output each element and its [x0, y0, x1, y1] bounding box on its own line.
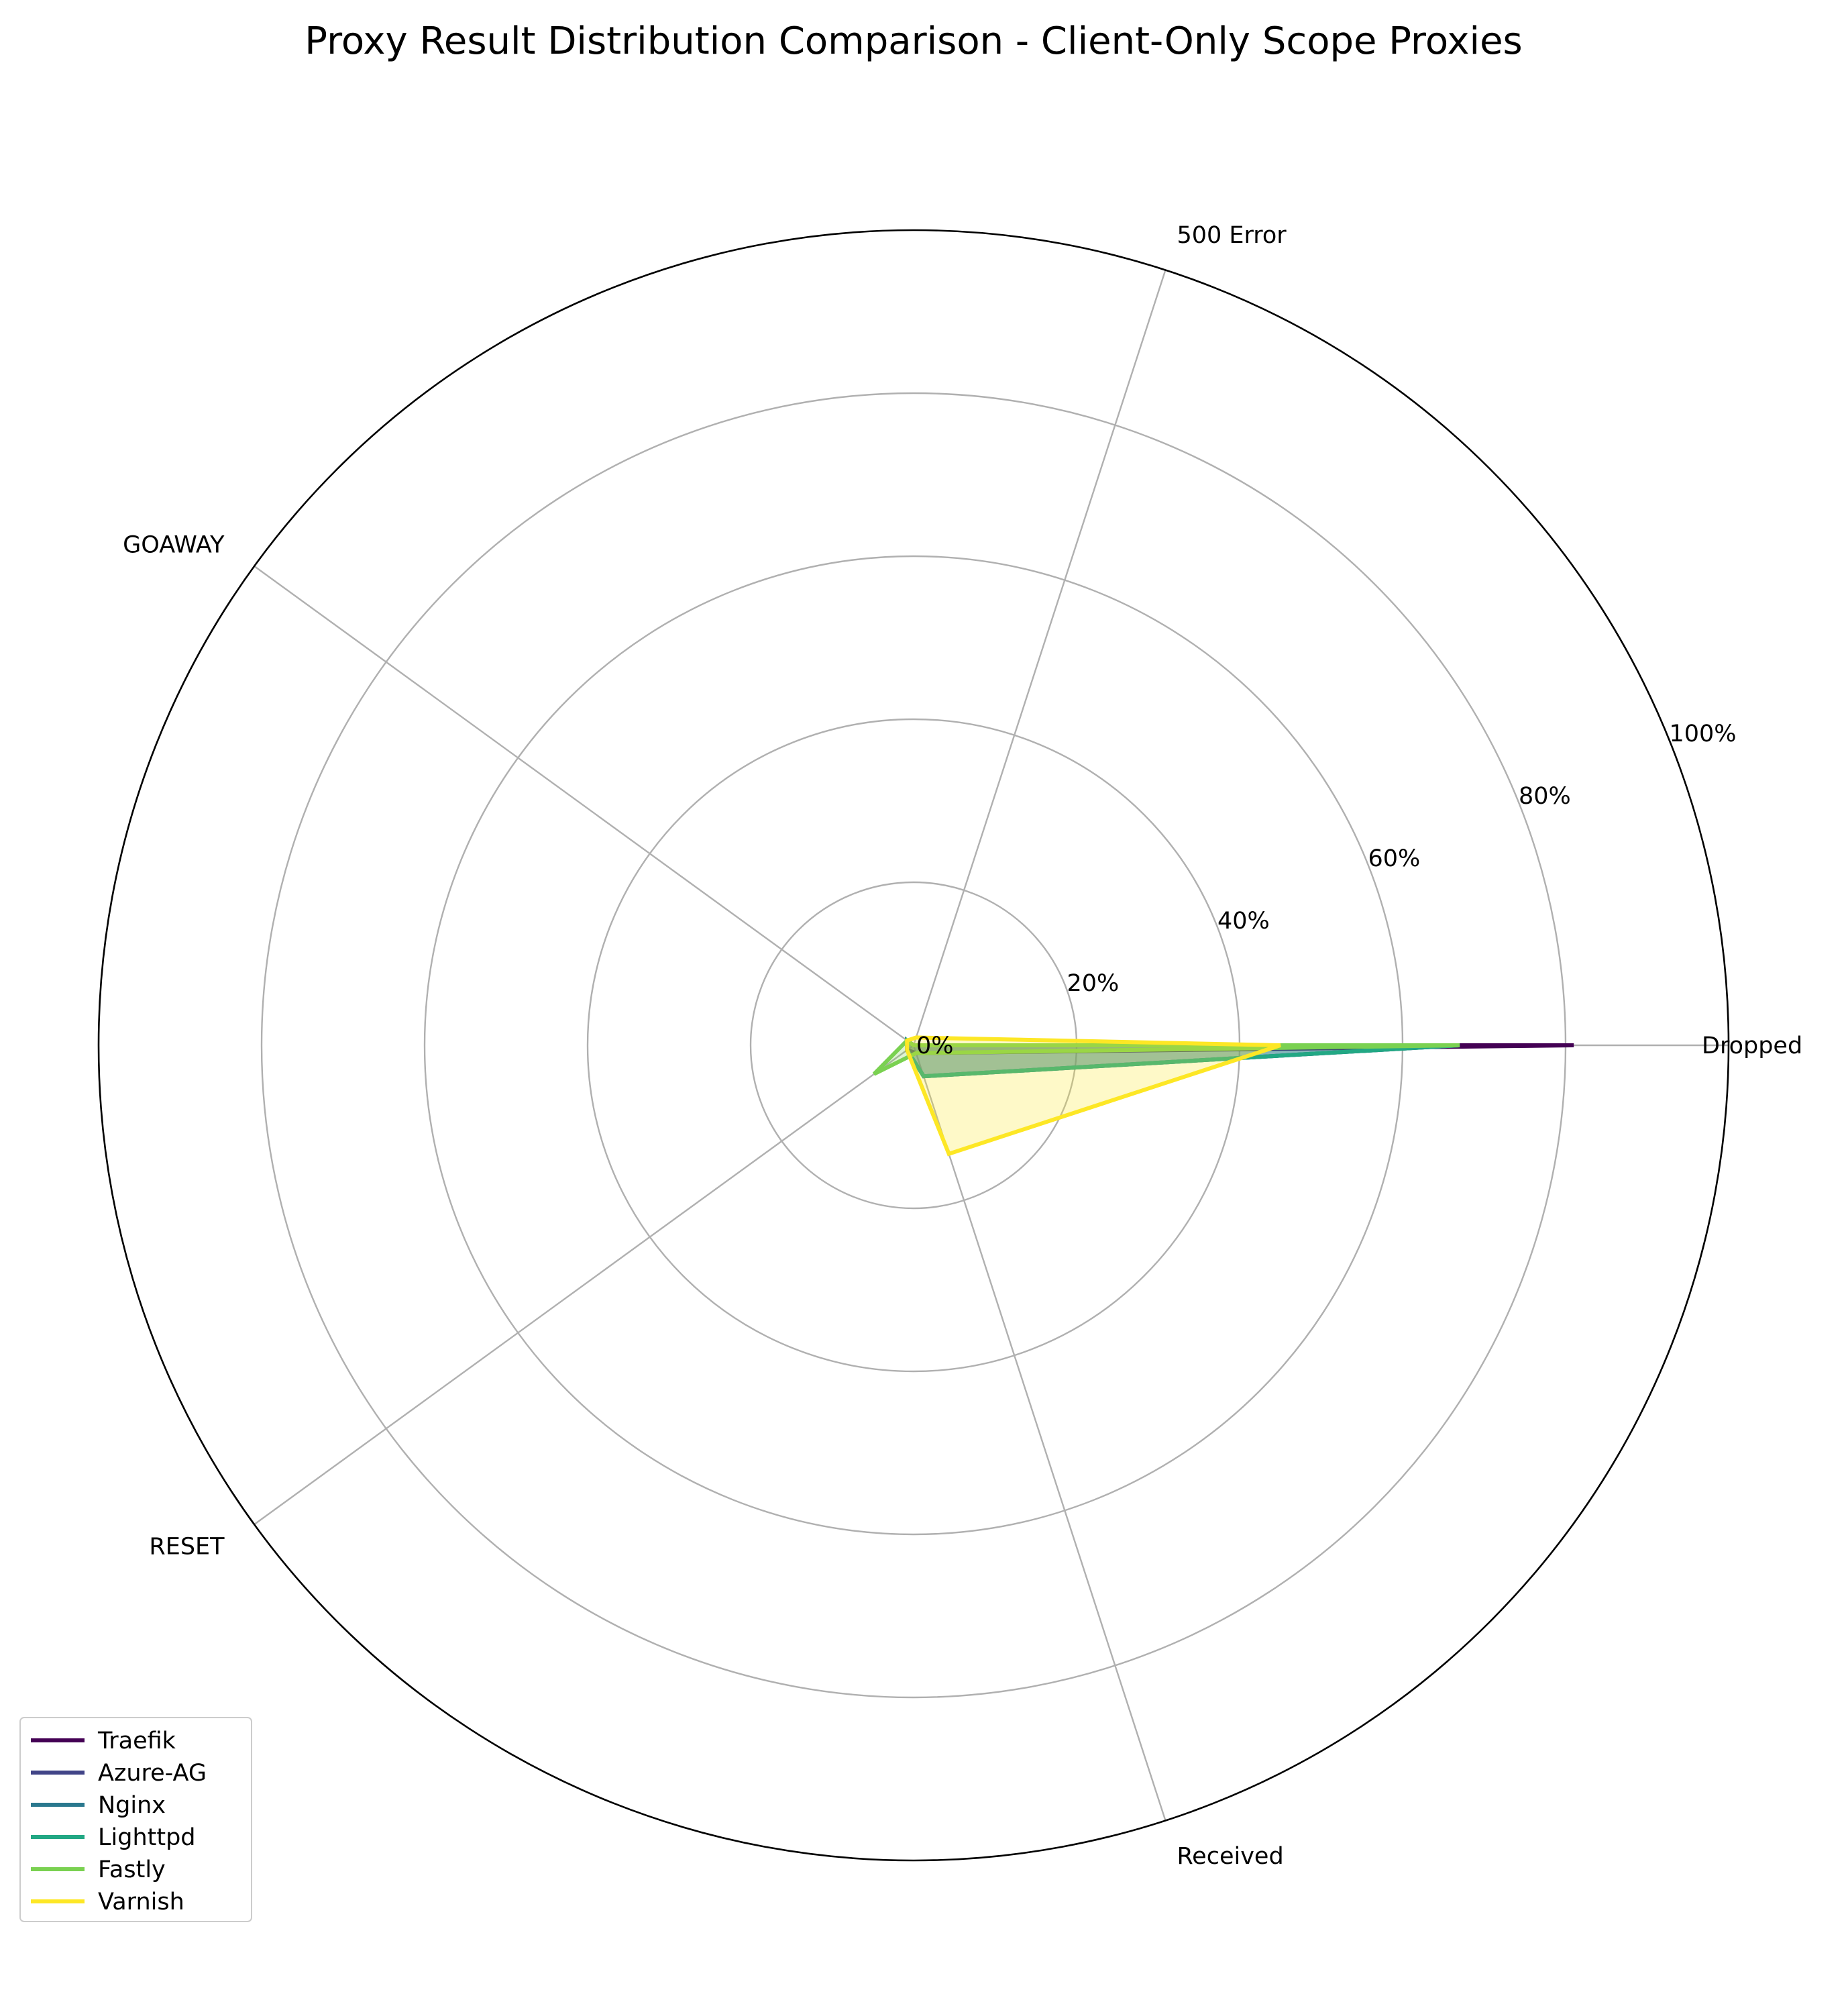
radial-tick-label: 40% [1217, 908, 1270, 935]
series-fill [874, 1040, 1460, 1074]
radial-tick-label: 60% [1368, 845, 1421, 872]
axis-label: GOAWAY [123, 532, 225, 559]
radial-tick-label: 0% [916, 1033, 954, 1059]
grid-spoke [912, 1045, 1166, 1821]
series-layer [872, 1035, 1574, 1157]
axis-label: 500 Error [1177, 222, 1287, 249]
outer-frame [97, 229, 1730, 1862]
legend-entry: Fastly [98, 1856, 166, 1883]
radial-tick-label: 20% [1067, 970, 1120, 997]
grid-spoke [254, 1045, 914, 1526]
legend-entry: Azure-AG [98, 1760, 207, 1787]
grid-spoke [254, 565, 914, 1046]
axis-label: RESET [149, 1533, 225, 1560]
legend-entry: Varnish [98, 1889, 184, 1915]
labels-layer: Dropped 500 Error GOAWAY RESET Received 0% 20%… [123, 222, 1802, 1870]
radial-tick-label: 80% [1519, 783, 1571, 810]
legend: Traefik Azure-AG Nginx Lighttpd Fastly Varnis… [19, 1717, 252, 1922]
radial-tick-label: 100% [1670, 721, 1737, 747]
axis-label: Dropped [1702, 1033, 1802, 1059]
chart-title: Proxy Result Distribution Comparison - C… [305, 19, 1522, 63]
series-fill [907, 1037, 1281, 1154]
legend-entry: Nginx [98, 1792, 166, 1819]
legend-entry: Traefik [97, 1728, 176, 1754]
series-line [872, 1037, 1460, 1076]
grid-spoke [912, 270, 1166, 1046]
legend-entry: Lighttpd [98, 1824, 196, 1851]
series-line [905, 1035, 1281, 1157]
axis-label: Received [1177, 1843, 1283, 1870]
